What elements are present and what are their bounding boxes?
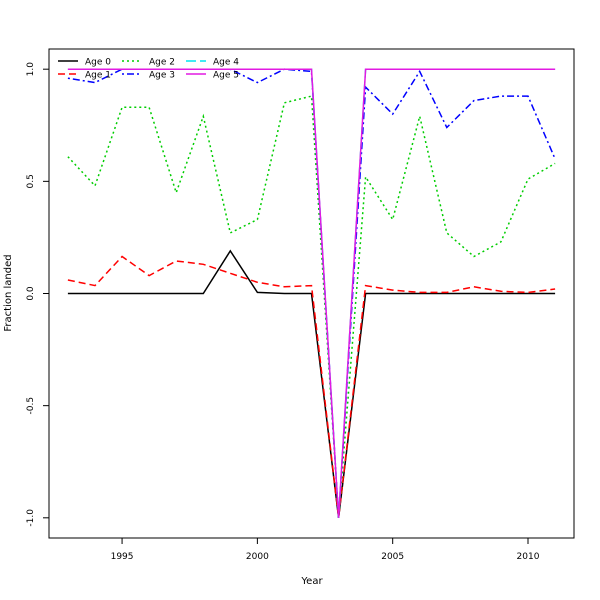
y-axis: -1.0 -0.5 0.0 0.5 1.0 [26, 62, 49, 527]
legend-label: Age 0 [85, 58, 111, 68]
x-tick-label: 1995 [111, 552, 134, 562]
legend-label: Age 5 [213, 71, 239, 81]
y-tick-label: -1.0 [26, 509, 36, 527]
y-axis-label: Fraction landed [3, 254, 14, 331]
y-tick-label: 0.0 [26, 286, 36, 301]
legend-label: Age 1 [85, 71, 111, 81]
series-line-age-5 [67, 68, 556, 518]
x-tick-label: 2005 [381, 552, 404, 562]
series-lines [67, 68, 556, 518]
legend-label: Age 2 [149, 58, 175, 68]
x-axis: 1995 2000 2005 2010 [111, 538, 540, 562]
y-tick-label: -0.5 [26, 397, 36, 415]
series-line-age-0 [67, 249, 556, 518]
y-tick-label: 1.0 [26, 62, 36, 77]
series-line-age-1 [67, 255, 556, 518]
series-line-age-2 [67, 95, 556, 518]
x-tick-label: 2000 [246, 552, 269, 562]
legend-label: Age 3 [149, 71, 175, 81]
x-tick-label: 2010 [517, 552, 540, 562]
legend-label: Age 4 [213, 58, 239, 68]
legend: Age 0 Age 1 Age 2 Age 3 Age 4 Age 5 [58, 58, 239, 81]
x-axis-label: Year [300, 576, 323, 587]
y-tick-label: 0.5 [26, 174, 36, 188]
